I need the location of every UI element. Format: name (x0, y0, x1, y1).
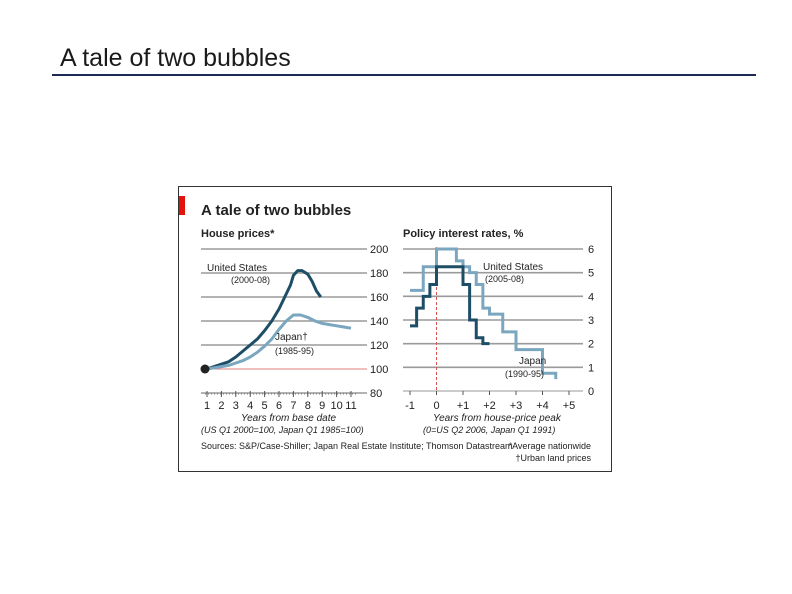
us-series-sublabel-right: (2005-08) (485, 274, 524, 284)
chart-figure: A tale of two bubbles House prices* Poli… (178, 186, 612, 472)
left-x-tick-label: 6 (276, 400, 282, 412)
left-x-tick-label: 1 (204, 400, 210, 412)
left-x-tick-label: 4 (247, 400, 253, 412)
left-x-tick-label: 8 (305, 400, 311, 412)
left-panel-title: House prices* (201, 228, 275, 240)
right-x-tick-label: 0 (433, 400, 439, 412)
left-x-tick-label: 5 (262, 400, 268, 412)
japan-series-sublabel-right: (1990-95) (505, 369, 544, 379)
japan-series-sublabel-left: (1985-95) (275, 346, 314, 356)
red-tag-marker (179, 196, 185, 215)
japan-series-label-left: Japan† (275, 332, 308, 343)
left-series-line-us (206, 269, 322, 371)
left-base-point-marker (200, 364, 210, 374)
left-x-tick-label: 9 (319, 400, 325, 412)
slide-title: A tale of two bubbles (60, 44, 291, 72)
footnote-urban-land-prices: †Urban land prices (515, 453, 591, 463)
right-x-axis-title: Years from house-price peak (433, 413, 562, 424)
us-series-sublabel-left: (2000-08) (231, 275, 270, 285)
right-x-tick-label: -1 (405, 400, 415, 412)
left-y-tick-label: 180 (370, 268, 388, 280)
right-x-tick-label: +1 (457, 400, 470, 412)
us-series-label-right: United States (483, 262, 543, 273)
right-x-tick-label: +2 (483, 400, 496, 412)
right-y-tick-label: 5 (588, 268, 594, 280)
right-panel-title: Policy interest rates, % (403, 228, 524, 240)
left-y-tick-label: 100 (370, 364, 388, 376)
right-x-axis-note: (0=US Q2 2006, Japan Q1 1991) (423, 425, 555, 435)
right-y-tick-label: 2 (588, 339, 594, 351)
right-y-tick-label: 6 (588, 244, 594, 256)
slide-title-underline (52, 74, 756, 76)
left-x-axis-title: Years from base date (241, 413, 336, 424)
left-x-tick-label: 2 (218, 400, 224, 412)
us-series-label-left: United States (207, 263, 267, 274)
chart-title: A tale of two bubbles (201, 202, 351, 219)
left-y-tick-label: 140 (370, 316, 388, 328)
right-series-line-us (410, 265, 490, 346)
left-x-tick-label: 3 (233, 400, 239, 412)
japan-series-label-right: Japan (519, 356, 546, 367)
left-x-tick-label: 7 (290, 400, 296, 412)
right-x-tick-label: +4 (536, 400, 549, 412)
left-x-tick-label: 11 (345, 400, 356, 412)
right-y-tick-label: 4 (588, 291, 594, 303)
right-y-tick-label: 1 (588, 362, 594, 374)
right-y-tick-label: 3 (588, 315, 594, 327)
right-x-tick-label: +3 (510, 400, 523, 412)
sources-note: Sources: S&P/Case-Shiller; Japan Real Es… (201, 441, 512, 451)
left-x-tick-label: 10 (330, 400, 342, 412)
right-y-tick-label: 0 (588, 386, 594, 398)
left-series-line-japan (206, 313, 352, 371)
left-y-tick-label: 120 (370, 340, 388, 352)
left-x-axis-note: (US Q1 2000=100, Japan Q1 1985=100) (201, 425, 364, 435)
right-x-tick-label: +5 (563, 400, 576, 412)
left-y-tick-label: 80 (370, 388, 382, 400)
left-y-tick-label: 200 (370, 244, 388, 256)
footnote-average-nationwide: *Average nationwide (509, 441, 591, 451)
right-series-line-japan (410, 247, 558, 380)
chart-svg: A tale of two bubbles House prices* Poli… (179, 196, 594, 463)
left-y-tick-label: 160 (370, 292, 388, 304)
